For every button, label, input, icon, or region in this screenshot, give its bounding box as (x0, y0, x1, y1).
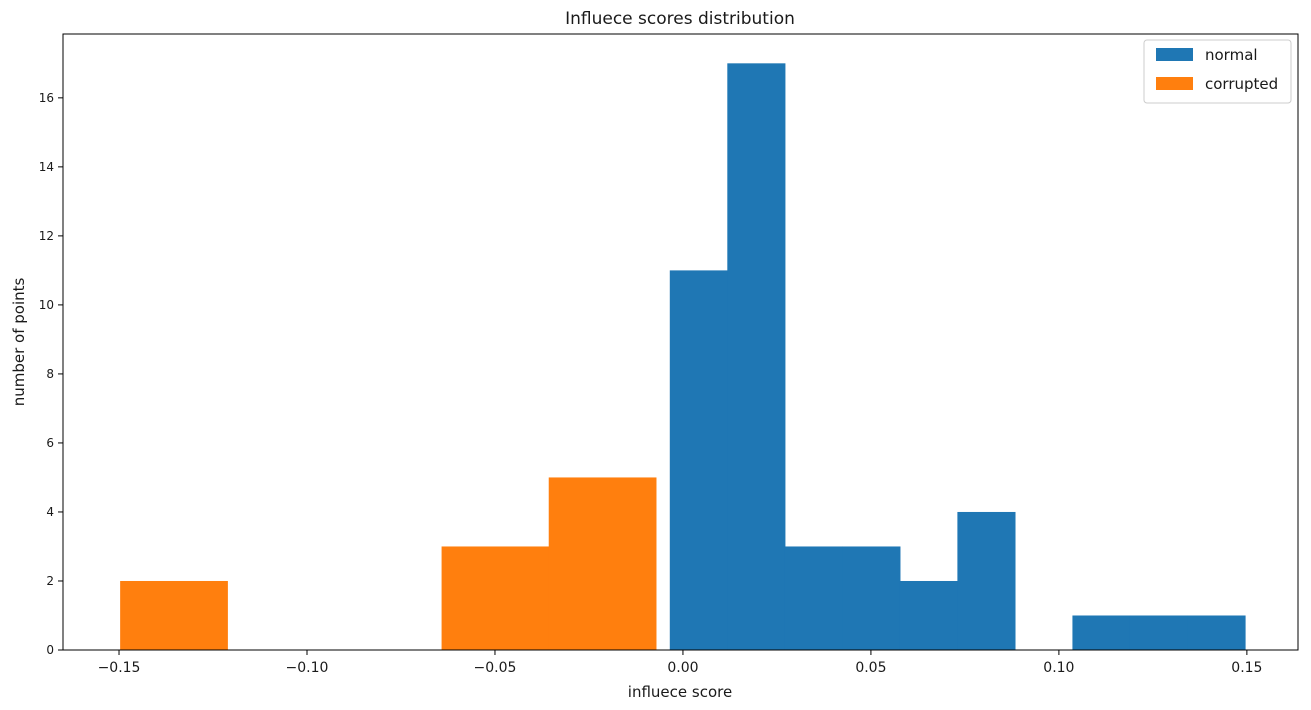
bar-normal-2 (784, 546, 843, 650)
bar-normal-1 (727, 63, 786, 650)
chart-title: Influece scores distribution (565, 9, 795, 29)
x-axis-ticks: −0.15 −0.10 −0.05 0.00 0.05 0.10 0.15 (98, 650, 1262, 676)
y-tick-label: 12 (39, 229, 54, 243)
y-tick-label: 16 (39, 91, 54, 105)
bar-normal-5 (957, 511, 1016, 650)
bars-layer (120, 63, 1246, 650)
bar-corrupted-3 (441, 546, 550, 650)
y-tick-label: 8 (46, 367, 54, 381)
y-tick-label: 2 (46, 574, 54, 588)
bar-normal-8 (1129, 615, 1189, 650)
y-tick-label: 4 (46, 505, 54, 519)
y-tick-label: 0 (46, 643, 54, 657)
x-tick-label: −0.10 (286, 660, 329, 676)
y-tick-label: 10 (39, 298, 54, 312)
bar-normal-7 (1072, 615, 1131, 650)
legend: normal corrupted (1143, 39, 1292, 104)
legend-swatch-normal (1156, 48, 1193, 61)
legend-label-normal: normal (1205, 46, 1258, 64)
y-tick-label: 14 (39, 160, 54, 174)
legend-label-corrupted: corrupted (1205, 75, 1278, 93)
plot-frame (62, 33, 1299, 651)
bar-corrupted-4 (548, 477, 657, 650)
x-tick-label: 0.00 (667, 660, 698, 676)
x-tick-label: −0.05 (474, 660, 517, 676)
bar-normal-9 (1187, 615, 1246, 650)
y-axis-label: number of points (10, 278, 28, 407)
bar-normal-3 (842, 546, 901, 650)
x-axis-label: influece score (628, 683, 732, 701)
y-tick-label: 6 (46, 436, 54, 450)
legend-swatch-corrupted (1156, 77, 1193, 90)
bar-normal-0 (669, 270, 728, 650)
bar-normal-4 (899, 580, 958, 650)
x-tick-label: 0.05 (855, 660, 886, 676)
x-tick-label: −0.15 (98, 660, 141, 676)
x-tick-label: 0.15 (1231, 660, 1262, 676)
bar-corrupted-0 (120, 580, 228, 650)
x-tick-label: 0.10 (1043, 660, 1074, 676)
y-axis-ticks: 0 2 4 6 8 10 12 14 16 (39, 91, 63, 657)
